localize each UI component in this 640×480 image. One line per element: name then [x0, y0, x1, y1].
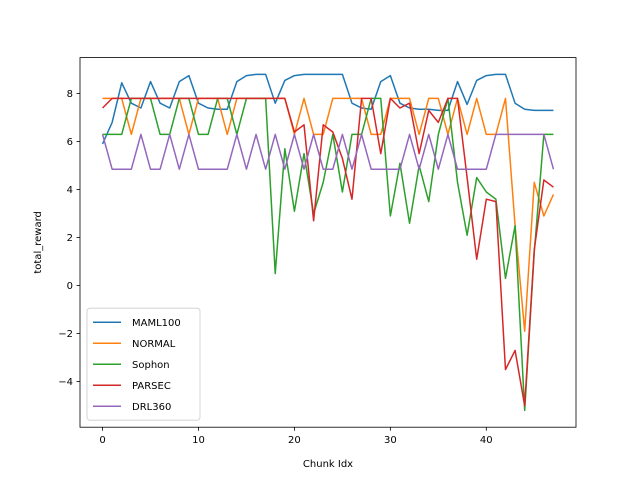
legend-label: MAML100	[132, 318, 181, 329]
x-tick-label: 10	[192, 435, 205, 446]
series-line-parsec	[102, 97, 554, 407]
series-line-sophon	[102, 97, 554, 412]
y-tick-label: 4	[67, 185, 73, 196]
legend-label: PARSEC	[132, 381, 171, 392]
x-tick-label: 40	[480, 435, 493, 446]
y-tick-label: 6	[67, 137, 73, 148]
y-tick-label: 8	[67, 89, 73, 100]
series-line-drl360	[101, 133, 555, 170]
series-line-maml100	[101, 73, 554, 145]
x-tick-label: 30	[384, 435, 397, 446]
y-tick-label: −2	[58, 329, 73, 340]
legend-label: Sophon	[132, 360, 170, 371]
y-tick-label: −4	[58, 377, 73, 388]
x-tick-label: 0	[99, 435, 105, 446]
x-axis-ticks: 0 10 20 30 40	[99, 427, 493, 446]
legend-box	[86, 307, 201, 421]
x-axis-label: Chunk Idx	[303, 459, 353, 470]
legend-label: DRL360	[132, 402, 171, 413]
plot-frame	[79, 57, 577, 428]
legend: MAML100 NORMAL Sophon PARSEC DRL360	[86, 307, 201, 421]
legend-label: NORMAL	[132, 339, 176, 350]
y-tick-label: 2	[67, 233, 73, 244]
y-axis-label: total_reward	[33, 211, 44, 274]
series-lines	[101, 73, 555, 412]
y-axis-ticks: −4 −2 0 2 4 6 8	[58, 89, 80, 388]
y-tick-label: 0	[67, 281, 73, 292]
x-tick-label: 20	[288, 435, 301, 446]
